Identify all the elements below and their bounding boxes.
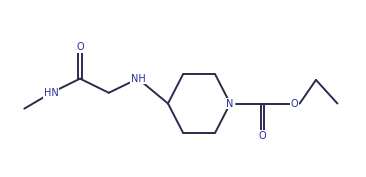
Text: NH: NH — [131, 74, 145, 84]
Text: O: O — [258, 131, 266, 141]
Text: HN: HN — [44, 88, 59, 98]
Text: O: O — [76, 42, 84, 52]
Text: O: O — [291, 99, 298, 109]
Text: N: N — [227, 99, 234, 109]
